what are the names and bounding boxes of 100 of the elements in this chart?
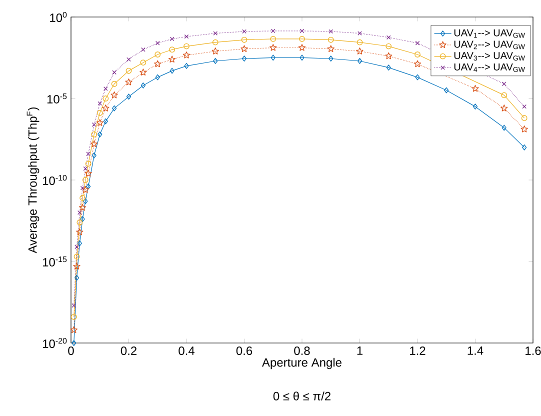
- point: [85, 160, 92, 167]
- point: [472, 84, 479, 92]
- point: [155, 40, 160, 46]
- point: [70, 326, 78, 334]
- point: [328, 56, 334, 62]
- x-tick-label: 0: [68, 346, 74, 356]
- point: [96, 119, 104, 126]
- point: [184, 43, 190, 50]
- point: [356, 48, 364, 54]
- point: [141, 47, 146, 52]
- point: [328, 36, 334, 43]
- x-tick-label: 1.6: [526, 346, 541, 356]
- x-tick-label: 1.4: [468, 346, 484, 355]
- point: [73, 262, 80, 270]
- point: [77, 210, 82, 215]
- legend-label: UAV$_{2}$--> UAV$_{GW}$: [454, 40, 525, 50]
- point: [80, 195, 86, 201]
- point: [213, 58, 218, 64]
- point: [213, 31, 218, 36]
- point: [155, 74, 160, 80]
- legend-label: UAV$_{4}$--> UAV$_{GW}$: [454, 63, 525, 72]
- point: [126, 94, 132, 100]
- x-tick-label: 1: [357, 346, 362, 355]
- point: [300, 28, 304, 34]
- point: [126, 68, 132, 74]
- text: 0 ≤ θ ≤ π/2: [273, 392, 330, 400]
- point: [96, 110, 103, 116]
- point: [86, 184, 91, 190]
- point: [80, 186, 85, 190]
- point: [111, 80, 118, 87]
- point: [102, 104, 110, 112]
- point: [212, 39, 218, 46]
- point: [74, 244, 79, 250]
- point: [82, 186, 90, 193]
- point: [170, 36, 174, 42]
- point: [298, 44, 306, 51]
- x-tick-label: 0.4: [178, 346, 194, 356]
- point: [83, 198, 88, 204]
- y-tick-label: 10$^{0}$: [50, 12, 67, 22]
- point: [76, 228, 84, 236]
- point: [154, 60, 162, 68]
- point: [169, 46, 176, 53]
- point: [270, 54, 276, 61]
- point: [72, 303, 76, 308]
- point: [112, 105, 117, 112]
- point: [242, 56, 247, 62]
- point: [327, 45, 334, 52]
- point: [74, 274, 80, 281]
- point: [386, 35, 391, 40]
- point: [74, 254, 80, 260]
- x-tick-label: 0.6: [236, 346, 252, 356]
- point: [270, 28, 276, 34]
- point: [82, 177, 88, 183]
- point: [520, 126, 528, 132]
- point: [102, 96, 109, 102]
- point: [356, 39, 363, 46]
- y-tick-label: 10$^{-5}$: [47, 94, 67, 104]
- point: [103, 86, 108, 91]
- x-tick-label: 0.2: [120, 346, 136, 356]
- point: [270, 44, 277, 51]
- point: [154, 52, 161, 58]
- point: [241, 36, 248, 43]
- point: [170, 68, 174, 74]
- point: [502, 82, 506, 86]
- point: [472, 104, 478, 110]
- point: [80, 216, 85, 222]
- point: [184, 34, 189, 39]
- point: [90, 140, 98, 148]
- y-tick-label: 10$^{-15}$: [42, 256, 67, 266]
- point: [92, 152, 96, 158]
- point: [78, 204, 86, 211]
- point: [126, 57, 131, 62]
- point: [240, 45, 248, 52]
- point: [386, 43, 392, 50]
- point: [140, 82, 146, 88]
- point: [140, 68, 147, 76]
- point: [522, 104, 527, 109]
- x-tick-label: 1.2: [410, 346, 426, 355]
- point: [98, 101, 102, 106]
- point: [415, 74, 420, 80]
- x-tick-label: 0.8: [294, 346, 310, 356]
- point: [92, 122, 96, 127]
- point: [328, 29, 334, 34]
- y-axis-title: Average Throughput (Thp$^{F}$): [26, 107, 40, 254]
- point: [76, 219, 83, 226]
- y-tick-label: 10$^{-10}$: [42, 174, 67, 186]
- x-axis-title: Aperture Angle: [262, 358, 342, 370]
- point: [98, 131, 102, 138]
- point: [168, 56, 176, 63]
- point: [299, 36, 305, 42]
- point: [386, 64, 391, 71]
- point: [414, 60, 422, 68]
- point: [91, 131, 98, 138]
- point: [415, 40, 420, 46]
- point: [77, 240, 82, 246]
- legend-label: UAV$_{1}$--> UAV$_{GW}$: [454, 29, 525, 38]
- point: [358, 31, 362, 36]
- legend-label: UAV$_{3}$--> UAV$_{GW}$: [454, 52, 525, 61]
- point: [125, 78, 132, 86]
- point: [501, 92, 508, 98]
